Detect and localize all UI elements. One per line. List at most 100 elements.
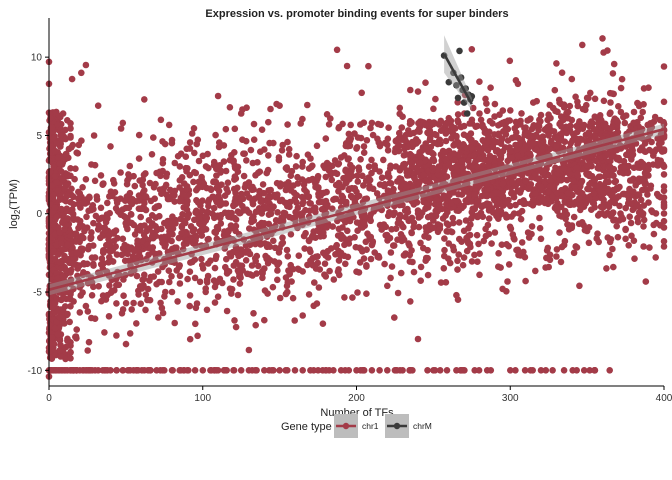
scatter-point	[266, 243, 274, 250]
scatter-point	[556, 229, 563, 236]
scatter-point	[625, 152, 633, 159]
scatter-point-chr1	[64, 310, 71, 318]
scatter-point	[660, 224, 668, 231]
scatter-point	[378, 174, 386, 181]
scatter-point-chr1	[445, 161, 453, 169]
scatter-point	[386, 179, 394, 187]
scatter-point	[462, 197, 470, 204]
scatter-point-chr1	[222, 367, 230, 374]
scatter-point	[512, 201, 519, 209]
scatter-point-chr1	[407, 158, 414, 166]
scatter-point-chr1	[199, 152, 207, 160]
scatter-point	[265, 211, 273, 218]
scatter-point	[660, 210, 668, 217]
scatter-point	[580, 367, 588, 374]
scatter-point	[298, 176, 306, 183]
scatter-point	[168, 237, 175, 245]
scatter-point	[353, 145, 360, 152]
scatter-point	[507, 225, 515, 232]
scatter-point	[454, 117, 462, 124]
scatter-point	[204, 272, 212, 280]
scatter-point	[611, 199, 618, 206]
scatter-point	[640, 216, 648, 224]
scatter-point	[138, 256, 145, 264]
scatter-point	[250, 217, 258, 224]
scatter-point	[484, 138, 492, 146]
scatter-point	[349, 203, 357, 210]
scatter-point	[473, 163, 481, 170]
scatter-point	[585, 129, 593, 136]
scatter-point-chr1	[522, 277, 529, 285]
scatter-point	[491, 113, 498, 120]
scatter-point	[626, 185, 633, 193]
scatter-point	[244, 270, 251, 278]
scatter-point	[603, 124, 610, 131]
scatter-point	[434, 171, 442, 178]
scatter-point	[267, 186, 275, 194]
scatter-point	[460, 131, 468, 138]
scatter-point	[292, 208, 299, 216]
scatter-point-chr1	[245, 346, 253, 354]
scatter-point-chr1	[576, 118, 583, 125]
scatter-point	[505, 261, 513, 268]
scatter-point	[455, 251, 463, 258]
scatter-point	[442, 279, 450, 286]
scatter-point-chr1	[168, 367, 176, 374]
scatter-point	[258, 126, 266, 133]
scatter-point	[615, 193, 622, 200]
scatter-point	[641, 180, 649, 188]
scatter-point	[519, 167, 526, 175]
scatter-point	[349, 194, 356, 201]
scatter-point	[319, 320, 327, 328]
scatter-point	[110, 230, 118, 237]
scatter-point	[156, 250, 163, 257]
scatter-point	[306, 199, 314, 207]
scatter-point-chr1	[522, 124, 529, 131]
scatter-point	[74, 272, 81, 280]
scatter-point-chr1	[48, 182, 56, 189]
scatter-point	[142, 193, 150, 200]
scatter-point	[88, 229, 95, 236]
scatter-point	[171, 319, 178, 327]
scatter-point	[122, 299, 130, 307]
scatter-point	[194, 332, 201, 340]
scatter-point-chr1	[345, 130, 353, 138]
scatter-point	[397, 213, 404, 220]
scatter-point	[604, 151, 611, 158]
scatter-point	[591, 95, 599, 103]
scatter-point	[404, 205, 411, 213]
scatter-point	[539, 145, 546, 153]
scatter-point	[432, 212, 440, 220]
scatter-point	[276, 218, 284, 225]
scatter-point-chr1	[507, 202, 514, 210]
y-tick-label: -10	[28, 366, 43, 377]
scatter-point	[559, 144, 567, 152]
scatter-point	[67, 303, 74, 310]
scatter-point	[62, 126, 69, 134]
scatter-point	[524, 229, 532, 236]
scatter-point	[540, 168, 547, 176]
scatter-point	[607, 157, 614, 165]
scatter-point	[432, 95, 439, 103]
scatter-point	[152, 214, 159, 221]
scatter-point	[564, 108, 572, 116]
scatter-point	[301, 245, 309, 252]
scatter-point-chr1	[322, 135, 330, 142]
scatter-point	[128, 306, 135, 313]
scatter-point	[402, 213, 409, 221]
scatter-point	[504, 278, 511, 285]
scatter-point	[224, 179, 232, 186]
scatter-point	[189, 258, 196, 266]
scatter-point	[645, 166, 652, 173]
scatter-point	[139, 276, 146, 284]
scatter-point	[222, 263, 229, 271]
scatter-point	[594, 164, 602, 172]
scatter-point-chrM	[445, 78, 453, 86]
scatter-point-chr1	[107, 248, 114, 255]
scatter-point	[225, 234, 233, 241]
legend-label-chrM: chrM	[413, 421, 432, 431]
scatter-point	[608, 124, 615, 132]
scatter-point-chr1	[514, 152, 522, 160]
scatter-point	[90, 132, 98, 139]
scatter-point	[521, 253, 529, 261]
